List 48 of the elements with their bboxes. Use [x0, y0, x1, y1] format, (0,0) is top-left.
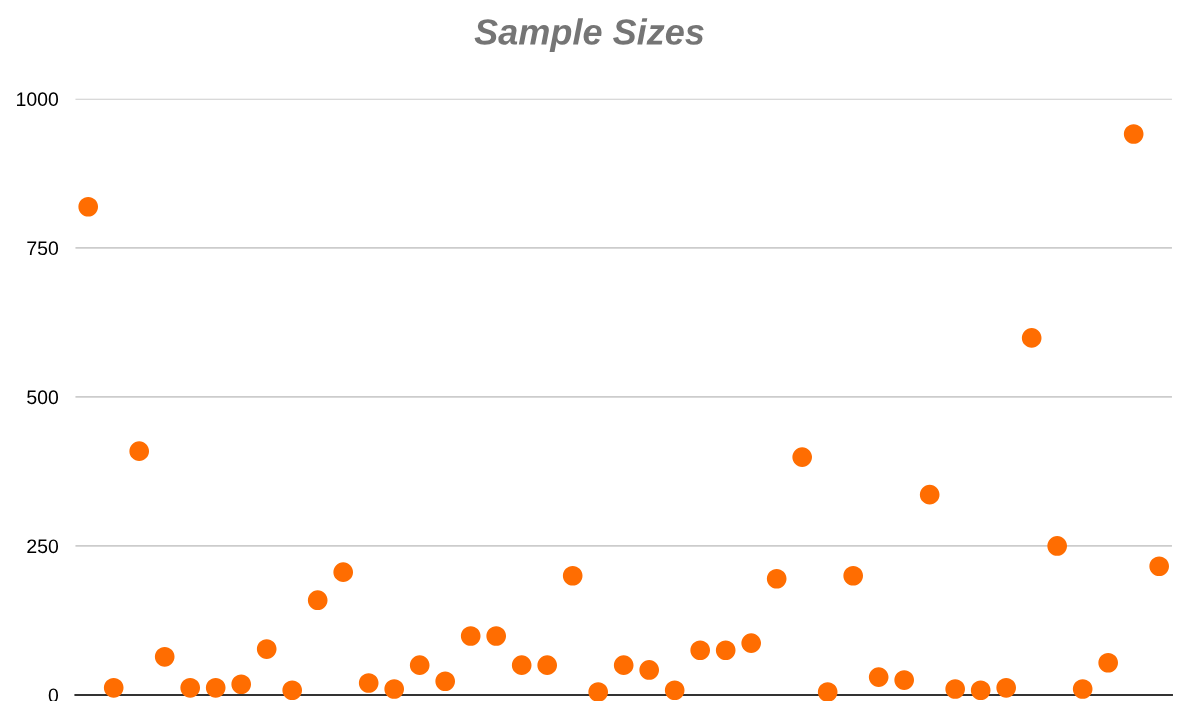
point	[231, 674, 252, 695]
point	[103, 678, 124, 698]
point	[792, 447, 813, 467]
point	[1072, 679, 1093, 699]
point	[333, 562, 354, 582]
point	[282, 680, 303, 701]
point	[307, 590, 328, 611]
point	[1123, 124, 1144, 144]
point	[588, 682, 609, 701]
point	[664, 680, 685, 701]
chart-title: Sample Sizes	[474, 18, 704, 52]
y-tick-label: 500	[27, 390, 59, 405]
point	[1149, 556, 1169, 577]
point	[562, 565, 583, 586]
point	[180, 678, 201, 698]
y-tick-label: 750	[27, 241, 59, 256]
y-tick-label: 250	[27, 539, 59, 554]
point	[358, 673, 379, 693]
point	[843, 565, 864, 586]
point	[409, 655, 430, 675]
point	[435, 671, 456, 692]
point	[78, 196, 99, 217]
point	[996, 678, 1016, 698]
y-tick-label: 1000	[17, 92, 59, 107]
point	[945, 679, 965, 699]
point	[613, 655, 634, 675]
point	[1047, 536, 1067, 556]
point	[205, 678, 226, 698]
point	[537, 655, 558, 675]
point	[817, 682, 838, 701]
point	[715, 640, 736, 661]
point	[1098, 652, 1118, 673]
point	[129, 441, 150, 461]
point	[486, 626, 507, 646]
point	[639, 660, 660, 680]
point	[919, 484, 940, 505]
point	[766, 568, 787, 589]
point	[741, 633, 762, 653]
point	[868, 667, 889, 687]
point	[511, 655, 532, 675]
point	[970, 680, 991, 701]
point	[460, 626, 481, 646]
point	[154, 647, 175, 667]
point	[1021, 328, 1042, 348]
point	[256, 639, 277, 659]
point	[384, 679, 405, 699]
point	[894, 670, 914, 690]
point	[690, 640, 711, 661]
